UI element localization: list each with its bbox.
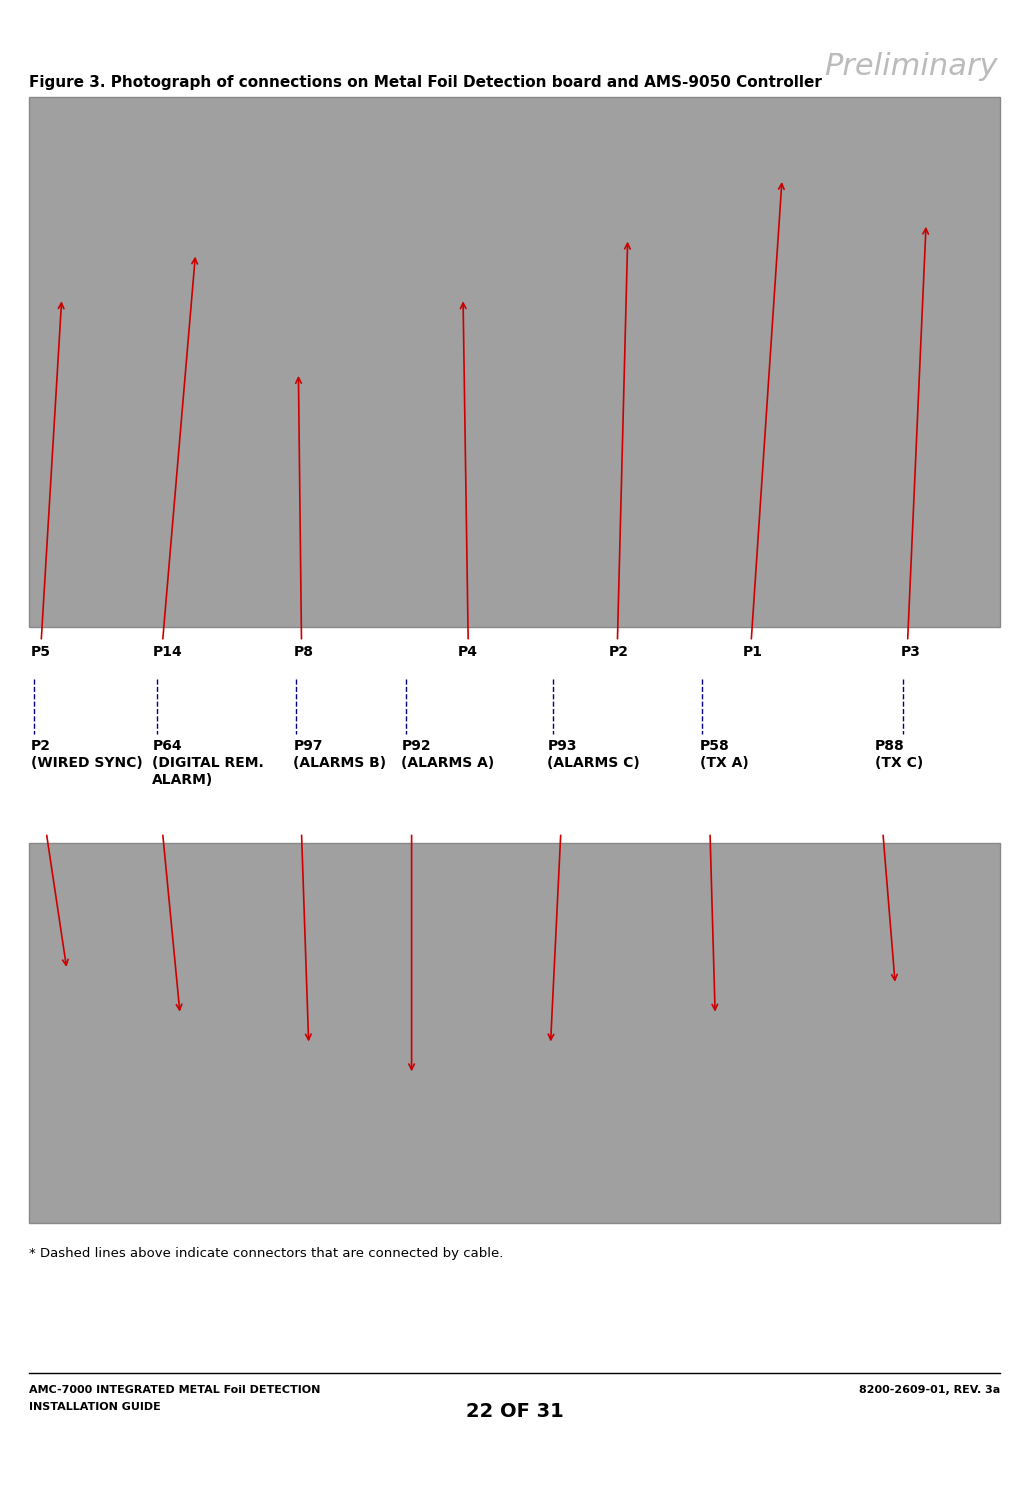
Text: P64
(DIGITAL REM.
ALARM): P64 (DIGITAL REM. ALARM) xyxy=(152,739,264,788)
Text: Preliminary: Preliminary xyxy=(824,52,998,81)
FancyBboxPatch shape xyxy=(29,843,1000,1223)
Text: P14: P14 xyxy=(152,645,182,658)
Text: P58
(TX A): P58 (TX A) xyxy=(700,739,748,770)
Text: P5: P5 xyxy=(31,645,50,658)
Text: P97
(ALARMS B): P97 (ALARMS B) xyxy=(293,739,387,770)
Text: * Dashed lines above indicate connectors that are connected by cable.: * Dashed lines above indicate connectors… xyxy=(29,1247,503,1261)
Text: P3: P3 xyxy=(900,645,920,658)
Text: P93
(ALARMS C): P93 (ALARMS C) xyxy=(547,739,640,770)
Text: Figure 3. Photograph of connections on Metal Foil Detection board and AMS-9050 C: Figure 3. Photograph of connections on M… xyxy=(29,75,822,90)
FancyBboxPatch shape xyxy=(29,97,1000,627)
Text: P92
(ALARMS A): P92 (ALARMS A) xyxy=(401,739,495,770)
Text: AMC-7000 INTEGRATED METAL Foil DETECTION: AMC-7000 INTEGRATED METAL Foil DETECTION xyxy=(29,1385,320,1395)
Text: P2: P2 xyxy=(609,645,629,658)
Text: P8: P8 xyxy=(293,645,313,658)
Text: 22 OF 31: 22 OF 31 xyxy=(466,1402,563,1422)
Text: P88
(TX C): P88 (TX C) xyxy=(875,739,923,770)
Text: P1: P1 xyxy=(743,645,762,658)
Text: INSTALLATION GUIDE: INSTALLATION GUIDE xyxy=(29,1402,161,1413)
Text: P4: P4 xyxy=(458,645,477,658)
Text: 8200-2609-01, REV. 3a: 8200-2609-01, REV. 3a xyxy=(859,1385,1000,1395)
Text: P2
(WIRED SYNC): P2 (WIRED SYNC) xyxy=(31,739,143,770)
